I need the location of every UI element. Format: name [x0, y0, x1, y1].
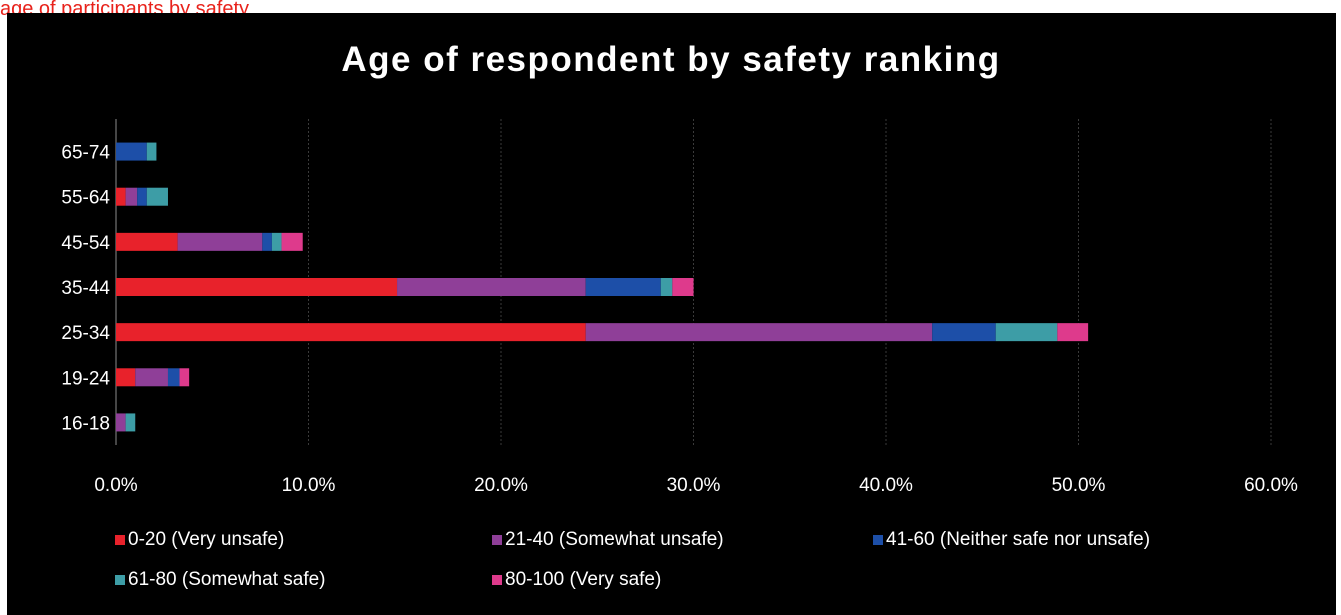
legend-swatch [115, 535, 125, 545]
bar-segment [116, 368, 136, 387]
y-tick-label: 55-64 [61, 188, 110, 209]
bar-segment [1057, 323, 1089, 342]
bar-segment [179, 368, 190, 387]
bar-segment [116, 278, 398, 296]
y-tick-label: 45-54 [61, 233, 110, 254]
legend-swatch [873, 535, 883, 545]
x-tick-label: 0.0% [94, 475, 137, 496]
bar-segment [116, 142, 147, 161]
x-tick-label: 50.0% [1052, 475, 1106, 496]
bar-segment [660, 278, 673, 296]
bar-segment [146, 142, 157, 161]
bar-segment [585, 323, 933, 342]
legend-swatch [115, 575, 125, 585]
stacked-bar-chart: Age of respondent by safety ranking 16-18… [61, 40, 1298, 590]
bar-segment [397, 278, 586, 296]
bar-segment [281, 232, 303, 251]
bar-segment [146, 187, 168, 206]
legend-swatch [492, 575, 502, 585]
x-tick-label: 60.0% [1244, 475, 1298, 496]
bar-segment [177, 232, 263, 251]
x-tick-label: 40.0% [859, 475, 913, 496]
x-tick-label: 30.0% [667, 475, 721, 496]
y-tick-label: 19-24 [61, 368, 110, 389]
y-tick-label: 35-44 [61, 278, 110, 299]
legend-label: 80-100 (Very safe) [505, 569, 661, 590]
bar-segment [995, 323, 1058, 342]
y-tick-label: 65-74 [61, 143, 110, 164]
bar-segment [137, 187, 147, 206]
bar-segment [116, 232, 178, 251]
chart-title: Age of respondent by safety ranking [341, 40, 1000, 79]
y-tick-label: 16-18 [61, 413, 110, 434]
bar-segment [116, 187, 126, 206]
bar-segment [262, 232, 272, 251]
y-tick-label: 25-34 [61, 323, 110, 344]
bar-segment [125, 413, 136, 432]
legend-label: 21-40 (Somewhat unsafe) [505, 529, 724, 550]
legend-label: 0-20 (Very unsafe) [128, 529, 284, 550]
x-tick-label: 20.0% [474, 475, 528, 496]
bar-segment [932, 323, 996, 342]
bar-segment [125, 187, 138, 206]
legend-label: 61-80 (Somewhat safe) [128, 569, 326, 590]
bar-segment [672, 278, 694, 296]
bar-segment [135, 368, 168, 387]
legend-swatch [492, 535, 502, 545]
bar-segment [585, 278, 661, 296]
legend-label: 41-60 (Neither safe nor unsafe) [886, 529, 1150, 550]
bar-segment [167, 368, 180, 387]
chart-area: Age of respondent by safety ranking 16-18… [7, 13, 1336, 615]
bar-segment [116, 323, 586, 342]
bar-segment [116, 413, 126, 432]
x-tick-label: 10.0% [282, 475, 336, 496]
bar-segment [271, 232, 282, 251]
